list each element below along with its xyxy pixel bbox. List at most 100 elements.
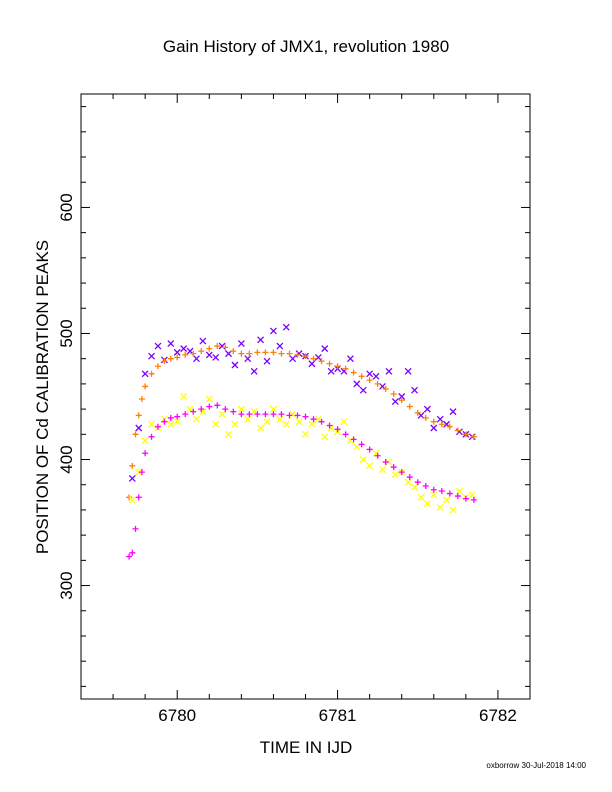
data-point (404, 367, 412, 375)
data-point (350, 369, 357, 376)
data-point (404, 478, 412, 486)
data-point (411, 483, 419, 491)
data-point (327, 367, 335, 375)
data-point (302, 353, 309, 360)
data-point (173, 348, 181, 356)
data-point (129, 462, 136, 469)
data-point (406, 474, 413, 481)
data-point (390, 464, 397, 471)
data-point (126, 553, 133, 560)
y-tick-label: 600 (57, 193, 76, 221)
data-point (422, 414, 429, 421)
series-0 (128, 323, 476, 482)
data-point (446, 490, 453, 497)
data-point (237, 405, 245, 413)
y-tick-label: 400 (57, 445, 76, 473)
plot-frame (80, 93, 531, 700)
data-point (263, 357, 271, 365)
data-point (222, 406, 229, 413)
y-tick-label: 300 (57, 571, 76, 599)
data-point (455, 487, 463, 495)
data-point (318, 358, 325, 365)
data-point (148, 433, 155, 440)
data-point (244, 415, 252, 423)
data-point (141, 370, 149, 378)
data-point (334, 426, 341, 433)
data-point (382, 385, 389, 392)
data-point (302, 430, 309, 438)
data-point (366, 377, 373, 384)
data-point (192, 355, 200, 363)
data-point (342, 365, 349, 372)
data-point (318, 418, 325, 425)
data-point (314, 353, 322, 361)
data-point (462, 495, 469, 502)
data-point (167, 355, 174, 362)
data-point (454, 493, 461, 500)
data-point (353, 380, 361, 388)
data-point (237, 340, 245, 348)
data-point (182, 351, 189, 358)
data-point (379, 466, 386, 474)
data-point (218, 410, 226, 418)
data-point (257, 336, 265, 344)
data-point (269, 405, 277, 413)
data-point (310, 355, 317, 362)
data-point (310, 416, 317, 423)
data-point (192, 415, 200, 423)
data-point (257, 424, 265, 432)
data-point (132, 525, 139, 532)
data-point (385, 458, 393, 466)
data-point (449, 408, 457, 416)
data-point (470, 433, 477, 440)
series-2 (128, 393, 476, 514)
data-point (398, 393, 406, 400)
data-point (206, 403, 213, 410)
data-point (142, 383, 149, 390)
data-point (246, 350, 253, 357)
data-point (132, 431, 139, 438)
data-point (462, 431, 469, 438)
data-point (443, 496, 451, 504)
data-point (141, 437, 149, 445)
data-point (206, 345, 213, 352)
data-point (346, 355, 354, 363)
data-point (414, 409, 421, 416)
data-point (321, 433, 329, 441)
data-point (135, 494, 142, 501)
data-point (154, 342, 162, 350)
data-point (218, 342, 226, 350)
data-point (366, 462, 374, 470)
data-point (214, 402, 221, 409)
data-point (308, 420, 316, 428)
data-point (231, 361, 239, 369)
data-point (198, 406, 205, 413)
data-point (238, 411, 245, 418)
data-point (286, 412, 293, 419)
data-point (436, 415, 444, 423)
data-points (126, 323, 477, 560)
data-point (326, 360, 333, 367)
data-point (382, 459, 389, 466)
data-point (411, 386, 419, 394)
x-axis-label: TIME IN IJD (260, 738, 353, 757)
data-point (231, 420, 239, 428)
data-point (468, 491, 476, 499)
data-point (225, 430, 232, 438)
data-point (190, 350, 197, 357)
data-point (198, 348, 205, 355)
data-point (148, 352, 156, 360)
data-point (302, 413, 309, 420)
data-point (470, 496, 477, 503)
y-axis-label: POSITION OF Cd CALIBRATION PEAKS (33, 240, 52, 554)
data-point (148, 370, 155, 377)
data-point (414, 479, 421, 486)
data-point (358, 373, 365, 380)
data-point (129, 549, 136, 556)
data-point (321, 345, 329, 353)
data-point (374, 452, 381, 459)
data-point (438, 421, 445, 428)
data-point (350, 436, 357, 443)
data-point (212, 353, 220, 361)
